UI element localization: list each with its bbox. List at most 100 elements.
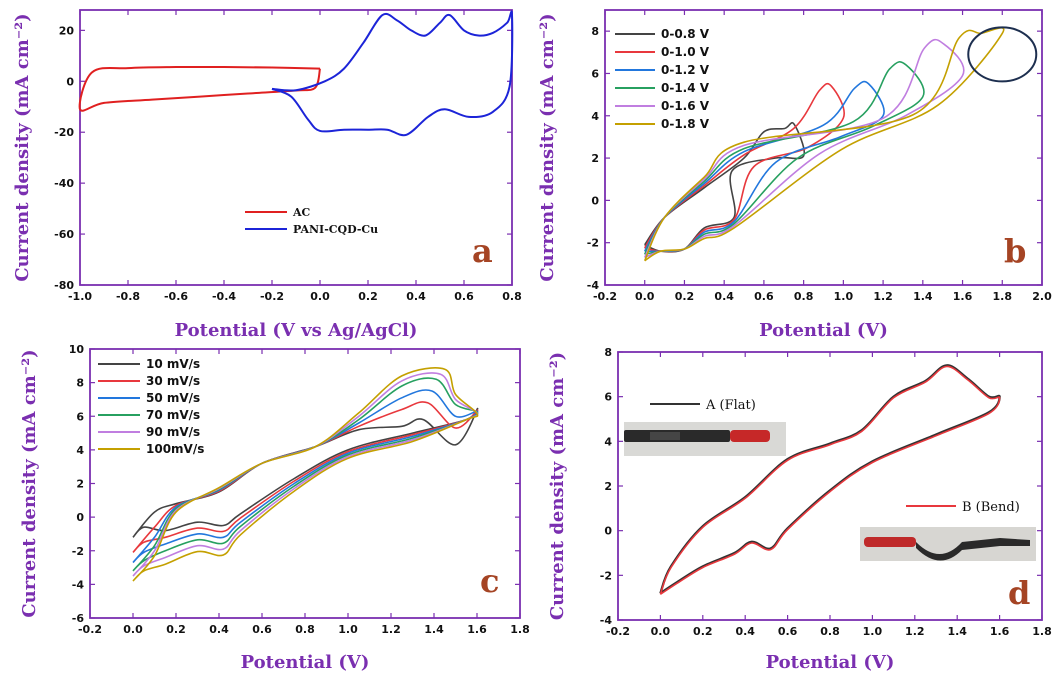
photo-flat <box>624 422 786 456</box>
series-line-5 <box>643 27 1005 262</box>
x-tick-label: 1.8 <box>510 623 530 636</box>
legend-label: AC <box>292 206 311 219</box>
y-tick-label: -40 <box>54 177 74 190</box>
y-tick-label: 8 <box>591 25 599 38</box>
x-tick-label: 1.4 <box>424 623 444 636</box>
y-tick-label: -20 <box>54 126 74 139</box>
x-tick-label: 0.4 <box>209 623 229 636</box>
legend-label: 0-1.0 V <box>661 45 710 59</box>
highlight-circle <box>967 26 1038 83</box>
legend-label: 10 mV/s <box>146 357 200 371</box>
y-axis-label: Current density (mA cm⁻²) <box>12 13 33 281</box>
x-tick-label: 1.6 <box>990 625 1010 638</box>
clip-black <box>650 432 680 440</box>
x-tick-label: -0.2 <box>593 290 617 303</box>
y-tick-label: 4 <box>76 444 84 457</box>
legend-label: 70 mV/s <box>146 408 200 422</box>
y-tick-label: 20 <box>59 24 75 37</box>
legend-label: 0-1.2 V <box>661 63 710 77</box>
y-tick-label: 0 <box>604 525 612 538</box>
y-tick-label: 10 <box>69 343 85 356</box>
y-tick-label: 6 <box>591 67 599 80</box>
y-tick-label: -4 <box>587 279 600 292</box>
legend-label: 100mV/s <box>146 442 204 456</box>
y-tick-label: 8 <box>604 346 612 359</box>
legend-label: PANI-CQD-Cu <box>293 223 378 236</box>
x-tick-label: -0.6 <box>164 290 188 303</box>
x-tick-label: 0.0 <box>310 290 330 303</box>
x-tick-label: -0.4 <box>212 290 236 303</box>
x-tick-label: 0.0 <box>651 625 671 638</box>
x-tick-label: 1.2 <box>873 290 893 303</box>
x-tick-label: 1.6 <box>467 623 487 636</box>
legend-label: 0-1.6 V <box>661 99 710 113</box>
x-tick-label: -1.0 <box>68 290 92 303</box>
y-tick-label: 2 <box>604 480 612 493</box>
legend-label: 50 mV/s <box>146 391 200 405</box>
x-tick-label: 0.6 <box>778 625 798 638</box>
y-tick-label: 8 <box>76 377 84 390</box>
panel-c: -0.2 0.0 0.2 0.4 0.6 0.8 1.0 1.2 1.4 1.6 1.8 -6 -4 -2… <box>19 343 530 673</box>
y-tick-label: 4 <box>591 110 599 123</box>
x-tick-label: 2.0 <box>1032 290 1052 303</box>
y-tick-label: 6 <box>76 410 84 423</box>
x-tick-label: 0.4 <box>735 625 755 638</box>
y-tick-label: 2 <box>591 152 599 165</box>
x-tick-label: 1.4 <box>947 625 967 638</box>
x-tick-label: 0.4 <box>406 290 426 303</box>
plot-frame <box>79 9 513 286</box>
x-axis-label: Potential (V) <box>759 320 888 341</box>
y-tick-label: -4 <box>72 578 85 591</box>
panel-letter-a: a <box>472 232 493 270</box>
x-tick-label: 0.2 <box>675 290 695 303</box>
x-tick-label: -0.2 <box>260 290 284 303</box>
x-tick-label: 1.0 <box>863 625 883 638</box>
y-tick-label: -60 <box>54 228 74 241</box>
y-axis-label: Current density (mA cm⁻²) <box>537 13 558 281</box>
x-axis-label: Potential (V) <box>241 652 370 673</box>
photo-bend <box>860 527 1036 561</box>
plot-frame <box>604 9 1043 286</box>
panel-letter-d: d <box>1008 574 1030 612</box>
y-tick-label: 6 <box>604 391 612 404</box>
series-line-4 <box>643 38 965 259</box>
legend-label: B (Bend) <box>962 500 1020 515</box>
x-tick-label: -0.2 <box>606 625 630 638</box>
panel-d: -0.2 0.0 0.2 0.4 0.6 0.8 1.0 1.2 1.4 1.6 1.8 -4 -2 0 2… <box>547 346 1052 673</box>
x-tick-label: 0.6 <box>252 623 272 636</box>
x-tick-label: 0.2 <box>166 623 186 636</box>
y-axis-label: Current density (mA cm⁻²) <box>547 352 568 620</box>
x-tick-label: 0.8 <box>820 625 840 638</box>
legend-label: 30 mV/s <box>146 374 200 388</box>
panel-b: -0.2 0.0 0.2 0.4 0.6 0.8 1.0 1.2 1.4 1.6 1.8 2.0 -4 -… <box>537 9 1052 341</box>
series-line-1 <box>659 365 1001 595</box>
y-tick-label: -6 <box>72 612 85 625</box>
x-tick-label: 0.6 <box>454 290 474 303</box>
y-tick-label: -80 <box>54 279 74 292</box>
clip-red <box>864 537 916 547</box>
x-tick-label: 1.8 <box>1032 625 1052 638</box>
x-tick-label: 0.8 <box>295 623 315 636</box>
series-line-pani-cqd-cu <box>271 10 514 137</box>
legend-label: 0-1.4 V <box>661 81 710 95</box>
y-tick-label: 0 <box>591 194 599 207</box>
series-line-5 <box>132 367 479 582</box>
x-tick-label: 0.2 <box>693 625 713 638</box>
x-tick-label: 1.8 <box>993 290 1013 303</box>
legend-label: A (Flat) <box>705 398 756 413</box>
electrode-bent <box>916 538 1030 561</box>
panel-letter-c: c <box>480 562 499 600</box>
legend-label: 0-0.8 V <box>661 27 710 41</box>
x-tick-label: 1.4 <box>913 290 933 303</box>
y-tick-label: -2 <box>72 545 84 558</box>
legend-label: 90 mV/s <box>146 425 200 439</box>
series-line-ac <box>78 65 321 112</box>
y-tick-label: 2 <box>76 478 84 491</box>
series-line-0 <box>659 364 1001 595</box>
x-tick-label: 0.0 <box>123 623 143 636</box>
y-tick-label: -2 <box>600 569 612 582</box>
x-tick-label: 0.8 <box>794 290 814 303</box>
x-tick-label: 0.0 <box>635 290 655 303</box>
y-tick-label: -2 <box>587 237 599 250</box>
